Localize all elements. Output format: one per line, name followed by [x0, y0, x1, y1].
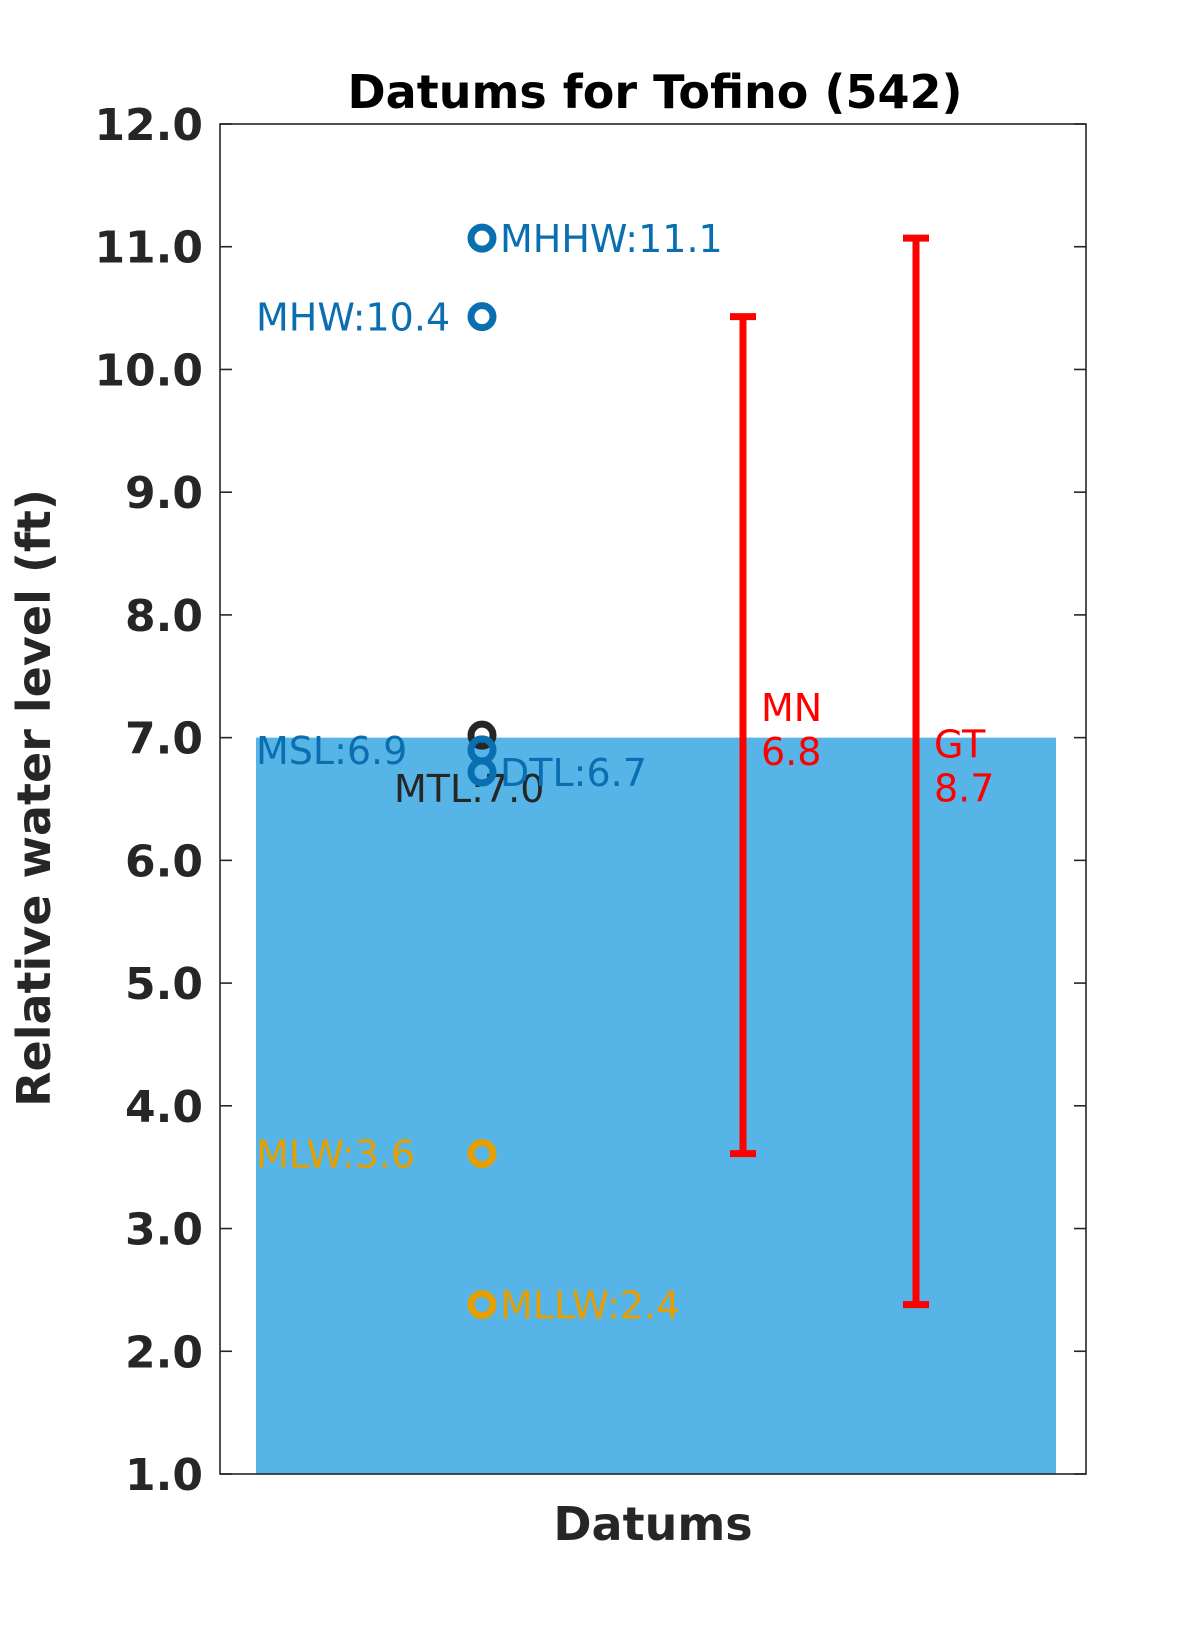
- y-tick-label: 2.0: [125, 1327, 203, 1378]
- y-tick-label: 9.0: [125, 468, 203, 519]
- y-tick-label: 6.0: [125, 836, 203, 887]
- y-axis-label: Relative water level (ft): [7, 489, 61, 1107]
- datum-marker: [467, 1290, 497, 1320]
- y-tick-label: 4.0: [125, 1082, 203, 1133]
- y-tick-label: 11.0: [94, 223, 203, 274]
- y-tick-label: 12.0: [94, 100, 203, 151]
- range-name-gt: GT: [934, 722, 986, 766]
- datum-label: MLW:3.6: [256, 1133, 415, 1177]
- datum-marker: [467, 223, 497, 253]
- y-tick-label: 8.0: [125, 591, 203, 642]
- tidal-ranges: MN6.8 GT8.7: [730, 234, 994, 1309]
- datum-marker: [467, 720, 497, 750]
- y-tick-label: 7.0: [125, 714, 203, 765]
- range-name-mn: MN: [761, 686, 822, 730]
- datum-label: MHHW:11.1: [500, 217, 723, 261]
- y-axis-ticks: 1.0 2.0 3.0 4.0 5.0 6.0 7.0 8.0 9.0 10.0 11.0 12.0: [94, 100, 1086, 1501]
- chart-title: Datums for Tofino (542): [347, 65, 962, 119]
- plot-frame: [219, 123, 1087, 1475]
- y-tick-label: 5.0: [125, 959, 203, 1010]
- datum-label: MLLW:2.4: [500, 1284, 680, 1328]
- datum-marker: [467, 1139, 497, 1169]
- water-level-bar: [256, 737, 1056, 1474]
- datum-label: MSL:6.9: [256, 729, 407, 773]
- range-value-mn: 6.8: [761, 730, 821, 774]
- x-axis-label: Datums: [553, 1497, 752, 1551]
- datum-label: DTL:6.7: [500, 751, 647, 795]
- y-tick-label: 1.0: [125, 1450, 203, 1501]
- y-tick-label: 10.0: [94, 345, 203, 396]
- y-tick-label: 3.0: [125, 1205, 203, 1256]
- datum-label: MHW:10.4: [256, 296, 450, 340]
- datum-marker: [467, 757, 497, 787]
- datum-marker: [467, 302, 497, 332]
- datum-points: MHHW:11.1MHW:10.4MTL:7.0MSL:6.9DTL:6.7ML…: [256, 217, 723, 1328]
- range-value-gt: 8.7: [934, 766, 994, 810]
